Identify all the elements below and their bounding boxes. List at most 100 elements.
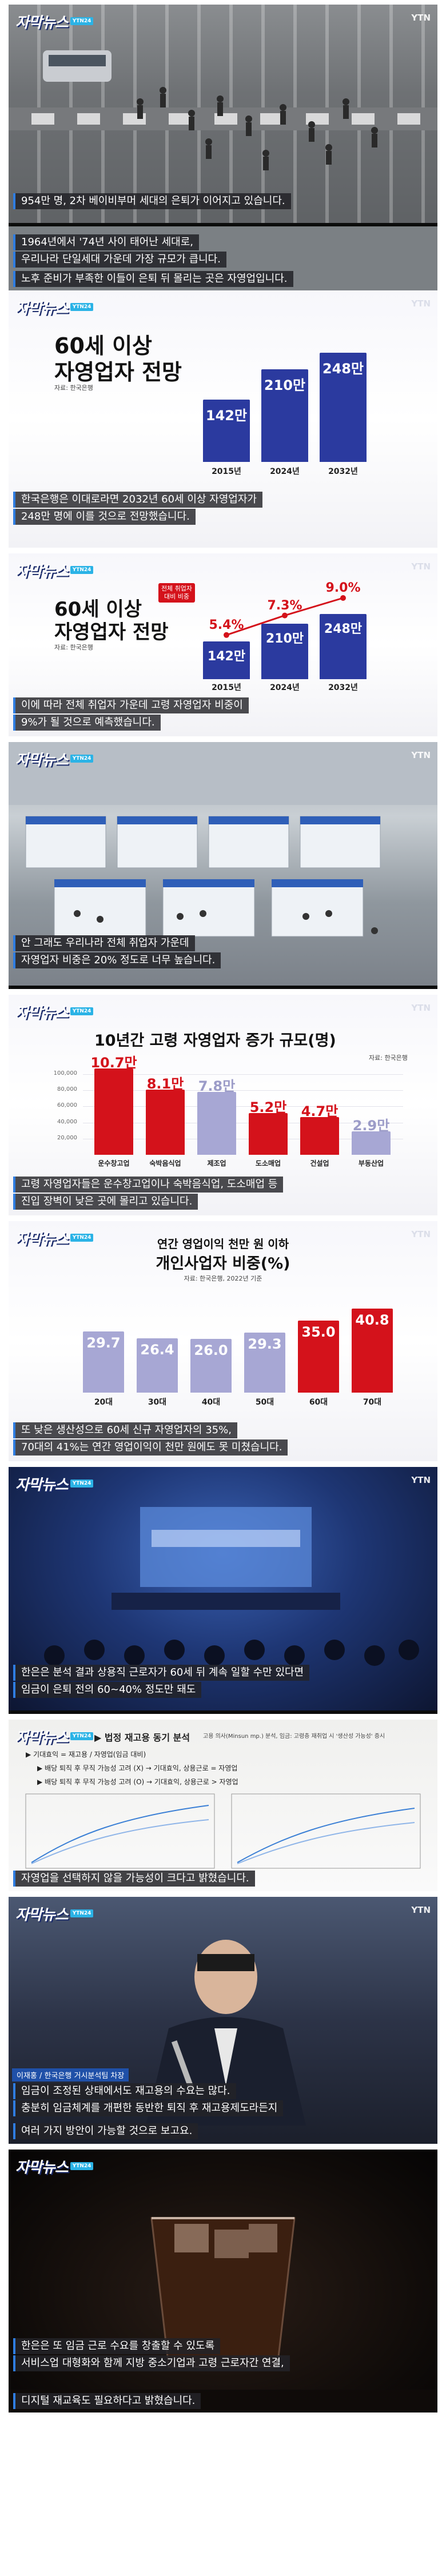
news-frame-document: 자막뉴스 YTN24 ▶ 법정 재고용 동기 분석 고용 의사(Minsun mp… <box>9 1720 437 1891</box>
chart-x-label: 60대 <box>309 1398 328 1407</box>
news-frame-coffee-2: 디지털 재교육도 필요하다고 밝혔습니다. <box>9 2390 437 2412</box>
chart-subtitle: 자영업자 전망 <box>54 621 169 644</box>
news-logo: 자막뉴스 YTN24 <box>15 560 94 580</box>
subtitle-caption: 한은은 분석 결과 상용직 근로자가 60세 뒤 계속 일할 수만 있다면 <box>13 1665 310 1681</box>
y-tick-label: 40,000 <box>57 1118 77 1125</box>
news-logo: 자막뉴스 YTN24 <box>15 1904 94 1924</box>
doc-row: ▶ 배당 퇴직 후 무직 가능성 고려 (O) → 기대효익, 상용근로 > 자… <box>37 1778 238 1786</box>
chart-x-label: 제조업 <box>207 1159 226 1167</box>
subtitle-caption: 임금이 은퇴 전의 60~40% 정도만 돼도 <box>13 1682 202 1698</box>
subtitle-caption: 9%가 될 것으로 예측했습니다. <box>13 715 161 731</box>
chart-x-label: 2024년 <box>270 467 300 476</box>
subtitle-caption: 또 낮은 생산성으로 60세 신규 자영업자의 35%, <box>13 1422 237 1438</box>
chart-bar <box>249 1112 288 1155</box>
grid-line <box>83 1074 403 1075</box>
chart-bar <box>352 1131 391 1155</box>
chart-x-label: 40대 <box>201 1398 221 1407</box>
chart-value-label: 7.8만 <box>198 1078 236 1095</box>
speaker-name-tag: 이재홍 / 한국은행 거시분석팀 차장 <box>12 2068 129 2081</box>
share-point <box>340 595 346 601</box>
news-logo: 자막뉴스 YTN24 <box>15 2156 94 2176</box>
chart-x-label: 도소매업 <box>255 1159 281 1167</box>
ytn-watermark: YTN <box>411 13 431 23</box>
chart-x-label: 부동산업 <box>358 1159 384 1167</box>
news-frame-conference: 자막뉴스 YTN24 YTN 한은은 분석 결과 상용직 근로자가 60세 뒤 계… <box>9 1467 437 1714</box>
subtitle-caption: 임금이 조정된 상태에서도 재고용의 수요는 많다. <box>13 2083 236 2099</box>
chart-bar-label: 210만 <box>265 632 304 647</box>
chart-subtitle: 개인사업자 비중(%) <box>156 1255 290 1273</box>
expo-illustration <box>9 742 437 937</box>
ytn-watermark: YTN <box>411 1905 431 1915</box>
chart-bar <box>197 1092 236 1155</box>
share-point <box>224 632 229 638</box>
chart-bar-label: 248만 <box>322 361 364 377</box>
news-frame-coffee: 자막뉴스 YTN24 한은은 또 임금 근로 수요를 창출할 수 있도록 서비스업… <box>9 2150 437 2390</box>
chart-title: 연간 영업이익 천만 원 이하 <box>157 1237 289 1251</box>
subtitle-caption: 954만 명, 2차 베이비부머 세대의 은퇴가 이어지고 있습니다. <box>13 193 291 209</box>
news-frame-street: 자막뉴스 YTN24 YTN 954만 명, 2차 베이비부머 세대의 은퇴가 이… <box>9 5 437 226</box>
news-logo: 자막뉴스 YTN24 <box>15 1228 94 1248</box>
doc-heading: ▶ 법정 재고용 동기 분석 <box>94 1732 190 1743</box>
chart-bar-label: 29.3 <box>248 1335 282 1352</box>
grid-line <box>83 1106 403 1107</box>
chart-x-label: 2015년 <box>212 683 241 692</box>
ytn-watermark: YTN <box>411 298 431 309</box>
news-logo: 자막뉴스 YTN24 <box>15 749 94 769</box>
subtitle-caption: 이에 따라 전체 취업자 가운데 고령 자영업자 비중이 <box>13 697 249 713</box>
y-tick-label: 100,000 <box>53 1070 77 1077</box>
chart-x-label: 30대 <box>148 1398 167 1407</box>
news-frame-street-2: 1964년에서 '74년 사이 태어난 세대로, 우리나라 단일세대 가운데 가… <box>9 226 437 290</box>
subtitle-caption: 충분히 임금체계를 개편한 동반한 퇴직 후 재고용제도라든지 <box>13 2100 284 2116</box>
share-point <box>282 612 288 619</box>
chart-x-label: 2024년 <box>270 683 300 692</box>
news-logo: 자막뉴스 YTN24 <box>15 1726 94 1746</box>
subtitle-caption: 진입 장벽이 낮은 곳에 몰리고 있습니다. <box>13 1194 198 1210</box>
ytn-watermark: YTN <box>411 561 431 572</box>
y-tick-label: 80,000 <box>57 1086 77 1093</box>
chart-bar <box>244 1332 285 1393</box>
chart-x-label: 2032년 <box>328 467 358 476</box>
share-label: 9.0% <box>325 581 361 595</box>
chart-bar-label: 26.4 <box>140 1341 174 1358</box>
chart-source: 자료: 한국은행 <box>54 644 93 651</box>
coffee-illustration <box>150 2217 296 2368</box>
chart-bar <box>190 1339 232 1393</box>
news-frame-expo: 자막뉴스 YTN24 YTN 안 그래도 우리나라 전체 취업자 가운데 자영업자… <box>9 742 437 989</box>
chart-title: 60세 이상 <box>54 598 142 621</box>
chart-bar <box>320 613 367 679</box>
chart-x-label: 70대 <box>363 1398 382 1407</box>
doc-subheading: 고용 의사(Minsun mp.) 분석, 임금: 고령층 재취업 시 '생산성… <box>203 1733 385 1740</box>
chart-x-label: 2015년 <box>212 467 241 476</box>
chart-frame-growth-by-industry: 자막뉴스 YTN24 YTN 10년간 고령 자영업자 증가 규모(명) 자료: … <box>9 995 437 1215</box>
chart-bar <box>261 369 308 462</box>
chart-bar <box>261 624 308 679</box>
chart-bar <box>300 1116 339 1155</box>
news-frame-speaker: 자막뉴스 YTN24 YTN 이재홍 / 한국은행 거시분석팀 차장 임금이 조정… <box>9 1897 437 2144</box>
chart-bar-label: 142만 <box>207 649 246 664</box>
subtitle-caption: 248만 명에 이를 것으로 전망했습니다. <box>13 509 196 525</box>
chart-bar-label: 26.0 <box>194 1342 228 1359</box>
doc-row: ▶ 기대효익 = 재고용 / 자영업(임금 대비) <box>26 1750 146 1758</box>
y-tick-label: 60,000 <box>57 1102 77 1109</box>
share-label: 7.3% <box>267 598 302 613</box>
share-line <box>224 595 346 638</box>
chart-value-label: 10.7만 <box>90 1055 137 1071</box>
chart-frame-elderly-share: 자막뉴스 YTN24 YTN 60세 이상 자영업자 전망 자료: 한국은행 14… <box>9 553 437 736</box>
share-label: 5.4% <box>209 617 244 632</box>
chart-x-label: 20대 <box>94 1398 113 1407</box>
news-logo: 자막뉴스 YTN24 <box>15 1002 94 1022</box>
chart-bar <box>203 641 250 679</box>
chart-bar <box>83 1331 124 1393</box>
chart-bar <box>137 1338 178 1393</box>
chart-source: 자료: 한국은행 <box>369 1054 408 1062</box>
chart-title: 60세 이상 <box>54 333 152 358</box>
chart-x-label: 건설업 <box>310 1159 329 1167</box>
chart-bar <box>203 399 250 462</box>
chart-x-label: 50대 <box>255 1398 274 1407</box>
chart-frame-elderly-self-employed: 자막뉴스 YTN24 YTN 60세 이상 자영업자 전망 자료: 한국은행 14… <box>9 290 437 548</box>
chart-bar-label: 40.8 <box>355 1312 389 1329</box>
doc-row: ▶ 배당 퇴직 후 무직 가능성 고려 (X) → 기대효익, 상용근로 = 자… <box>37 1764 238 1772</box>
chart-bar-label: 248만 <box>324 621 363 636</box>
subtitle-caption: 1964년에서 '74년 사이 태어난 세대로, <box>13 234 199 250</box>
subtitle-caption: 디지털 재교육도 필요하다고 밝혔습니다. <box>13 2393 201 2409</box>
